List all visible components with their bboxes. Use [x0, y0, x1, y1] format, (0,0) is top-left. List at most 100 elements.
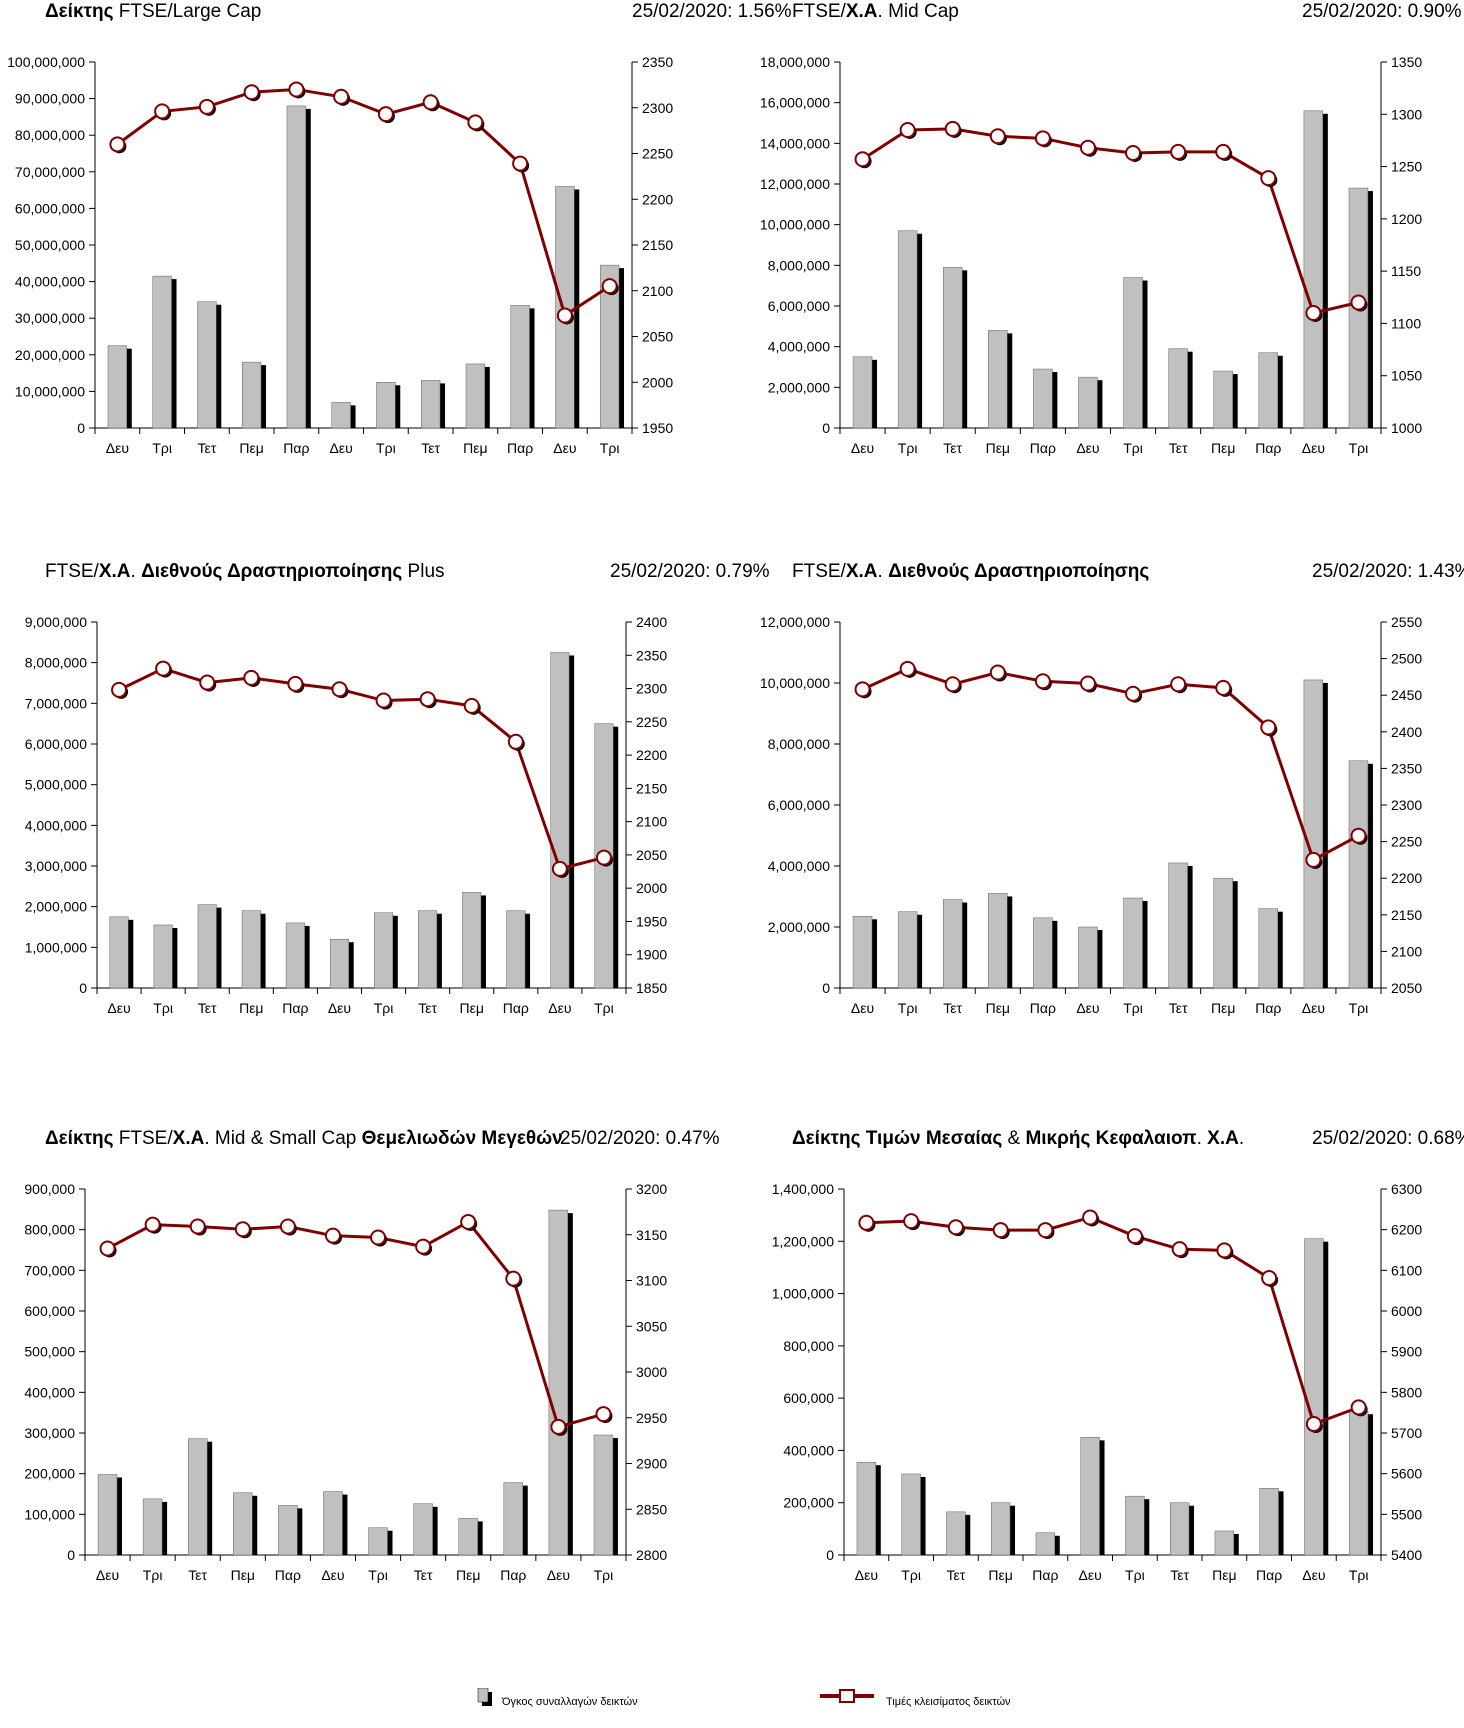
point: [1305, 304, 1322, 321]
bar: [1259, 1488, 1279, 1556]
point: [288, 81, 305, 98]
bar: [1303, 110, 1324, 429]
chart-6: Δείκτης Τιμών Μεσαίας & Μικρής Κεφαλαιοπ…: [732, 1127, 1464, 1607]
point: [903, 1213, 920, 1230]
legend-line-swatch-icon: [820, 1689, 874, 1703]
y-right-tick-label: 1150: [1391, 263, 1421, 279]
bar: [197, 904, 217, 989]
y-right-tick-label: 5600: [1391, 1466, 1422, 1482]
y-right-tick-label: 5900: [1391, 1344, 1422, 1360]
y-left-tick-label: 60,000,000: [15, 200, 85, 216]
y-right-tick-label: 2500: [1391, 651, 1422, 667]
y-left-tick-label: 1,000,000: [772, 1286, 834, 1302]
point: [551, 860, 568, 877]
point: [1305, 1416, 1322, 1433]
bar: [331, 402, 351, 429]
point: [944, 120, 961, 137]
chart-title-part: FTSE/: [45, 561, 99, 582]
bar: [458, 1518, 478, 1556]
point: [1037, 1222, 1054, 1239]
legend-line-label: Τιμές κλεισίματος δεικτών: [886, 1696, 1011, 1708]
chart-title-part: Μικρής Κεφαλαιοπ: [1025, 1128, 1197, 1149]
point: [234, 1221, 251, 1238]
point: [1170, 676, 1187, 693]
point: [422, 94, 439, 111]
y-right-tick-label: 2850: [636, 1501, 667, 1517]
bar: [329, 938, 349, 989]
y-left-tick-label: 16,000,000: [760, 95, 830, 111]
chart-title: FTSE/Χ.Α. Mid Cap: [792, 0, 959, 24]
bar: [142, 1498, 163, 1556]
bar: [988, 893, 1008, 989]
point: [944, 676, 961, 693]
bar: [241, 361, 262, 429]
bar: [1258, 352, 1279, 429]
chart-title-part: Χ.Α: [845, 1, 878, 22]
y-right-tick-label: 3050: [636, 1318, 667, 1334]
bar: [152, 275, 172, 429]
y-right-tick-label: 2950: [636, 1410, 667, 1426]
chart-title: Δείκτης FTSE/Χ.Α. Mid & Small Cap Θεμελι…: [45, 1127, 563, 1151]
x-tick-label: Τρι: [1125, 1567, 1145, 1583]
y-left-tick-label: 10,000,000: [760, 675, 830, 691]
y-left-tick-label: 4,000,000: [768, 858, 830, 874]
x-tick-label: Δευ: [1302, 1000, 1325, 1016]
x-tick-label: Δευ: [1079, 1567, 1102, 1583]
y-right-tick-label: 2250: [636, 714, 667, 730]
point: [505, 1270, 522, 1287]
y-right-tick-label: 2550: [1391, 614, 1422, 630]
y-right-tick-label: 1300: [1391, 106, 1422, 122]
x-tick-label: Τρι: [374, 1000, 394, 1016]
y-left-tick-label: 7,000,000: [25, 695, 87, 711]
y-right-tick-label: 2050: [636, 847, 667, 863]
bar: [286, 105, 307, 429]
point: [512, 155, 529, 172]
y-right-tick-label: 1200: [1391, 211, 1422, 227]
bar: [374, 912, 394, 989]
point: [1082, 1209, 1099, 1226]
point: [601, 278, 618, 295]
y-left-tick-label: 0: [822, 420, 830, 436]
x-tick-label: Τετ: [943, 1000, 962, 1016]
bar: [1035, 1532, 1056, 1556]
point: [1350, 827, 1367, 844]
bar: [901, 1473, 921, 1556]
y-right-tick-label: 2100: [1391, 943, 1422, 959]
bar: [897, 230, 918, 429]
x-tick-label: Παρ: [283, 440, 309, 456]
close-line: [116, 87, 611, 318]
x-tick-label: Τρι: [1123, 440, 1143, 456]
bar: [593, 1434, 614, 1556]
point: [109, 136, 126, 153]
y-left-tick-label: 100,000: [24, 1506, 75, 1522]
bar: [418, 910, 438, 989]
y-left-tick-label: 18,000,000: [760, 54, 830, 70]
point: [1170, 143, 1187, 160]
point: [460, 1213, 477, 1230]
bar: [1213, 370, 1233, 429]
x-tick-label: Παρ: [1256, 1567, 1282, 1583]
y-right-tick-label: 3100: [636, 1273, 667, 1289]
y-left-tick-label: 0: [67, 1547, 75, 1563]
point: [1079, 675, 1096, 692]
point: [463, 697, 480, 714]
x-tick-label: Τρι: [152, 440, 172, 456]
y-right-tick-label: 2000: [636, 880, 667, 896]
y-left-tick-label: 2,000,000: [768, 919, 830, 935]
point: [1034, 130, 1051, 147]
chart-title-part: Δείκτης: [45, 1, 114, 22]
x-tick-label: Πεμ: [1212, 1567, 1236, 1583]
chart-date-label: 25/02/2020: 1.56%: [632, 1, 792, 22]
bar: [107, 345, 128, 429]
x-tick-label: Πεμ: [231, 1567, 255, 1583]
x-tick-label: Τρι: [594, 1567, 614, 1583]
x-tick-label: Πεμ: [459, 1000, 483, 1016]
x-tick-label: Τετ: [946, 1567, 965, 1583]
bar: [897, 911, 918, 989]
x-tick-label: Πεμ: [1211, 440, 1235, 456]
x-tick-label: Τετ: [1169, 1000, 1188, 1016]
x-tick-label: Δευ: [328, 1000, 351, 1016]
y-right-tick-label: 2100: [636, 814, 667, 830]
y-left-tick-label: 90,000,000: [15, 91, 85, 107]
chart-title-part: FTSE/Large Cap: [113, 1, 262, 22]
